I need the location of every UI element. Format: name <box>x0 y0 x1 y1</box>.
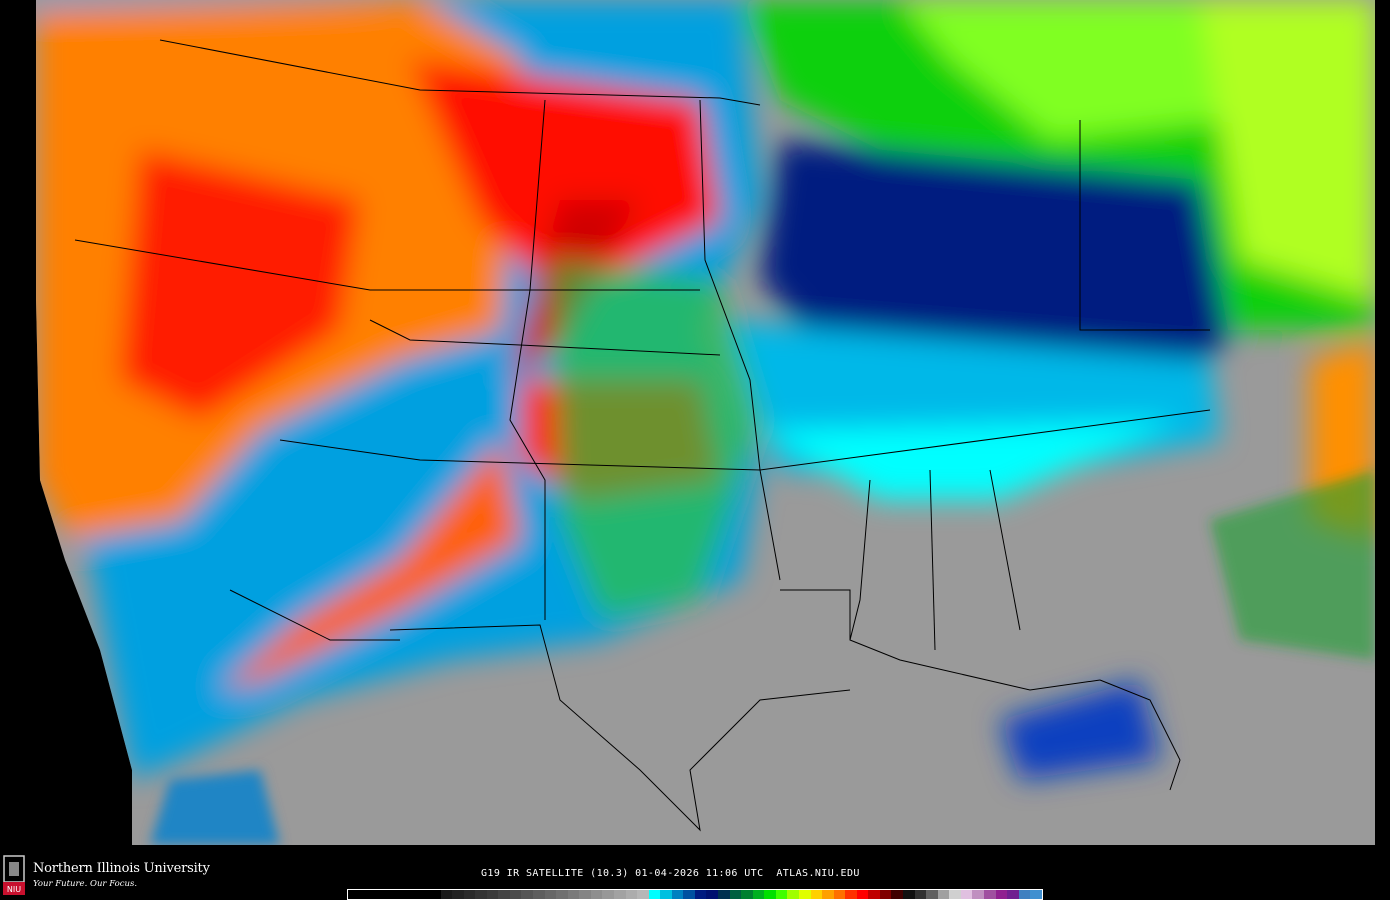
colorbar-swatch <box>741 890 753 899</box>
colorbar-swatch <box>452 890 464 899</box>
colorbar-swatch <box>671 890 684 899</box>
colorbar-swatch <box>718 890 730 899</box>
colorbar-swatch <box>544 890 557 899</box>
niu-logo-icon: NIU <box>3 855 25 895</box>
colorbar-swatch <box>394 890 406 899</box>
colorbar-swatch <box>648 890 661 899</box>
colorbar-swatch <box>602 890 614 899</box>
colorbar-swatch <box>1007 890 1019 899</box>
colorbar-swatch <box>521 890 533 899</box>
footer-bar: NIU Northern Illinois University Your Fu… <box>0 848 1390 900</box>
svg-text:NIU: NIU <box>7 885 21 894</box>
colorbar-swatch <box>810 890 823 899</box>
colorbar-swatch <box>775 890 788 899</box>
colorbar-swatch <box>533 890 545 899</box>
colorbar-swatch <box>879 890 892 899</box>
colorbar-swatch <box>752 890 765 899</box>
image-caption: G19 IR SATELLITE (10.3) 01-04-2026 11:06… <box>481 868 860 879</box>
colorbar-swatch <box>359 890 372 899</box>
colorbar-swatch <box>1018 890 1031 899</box>
colorbar-swatch <box>405 890 418 899</box>
colorbar-swatch <box>798 890 811 899</box>
colorbar-swatch <box>856 890 869 899</box>
colorbar-swatch <box>498 890 510 899</box>
colorbar-swatch <box>509 890 522 899</box>
colorbar-swatch <box>683 890 695 899</box>
colorbar-swatch <box>868 890 880 899</box>
colorbar-swatch <box>822 890 834 899</box>
colorbar-swatch <box>590 890 603 899</box>
colorbar-swatch <box>371 890 383 899</box>
colorbar-swatch <box>960 890 973 899</box>
university-name: Northern Illinois University <box>33 861 210 876</box>
colorbar-swatch <box>660 890 672 899</box>
colorbar-swatch <box>463 890 476 899</box>
colorbar-swatch <box>382 890 395 899</box>
colorbar-swatch <box>833 890 846 899</box>
colorbar-swatch <box>903 890 915 899</box>
colorbar-swatch <box>845 890 857 899</box>
colorbar-swatch <box>428 890 441 899</box>
colorbar-swatch <box>937 890 950 899</box>
colorbar-swatch <box>1030 890 1042 899</box>
colorbar-swatch <box>972 890 984 899</box>
colorbar-swatch <box>694 890 707 899</box>
colorbar-swatch <box>486 890 499 899</box>
colorbar-swatch <box>475 890 487 899</box>
colorbar-swatch <box>637 890 649 899</box>
university-tagline: Your Future. Our Focus. <box>33 879 138 889</box>
colorbar-swatch <box>787 890 799 899</box>
colorbar-swatch <box>579 890 591 899</box>
colorbar-swatch <box>440 890 453 899</box>
colorbar-swatch <box>729 890 742 899</box>
colorbar-swatch <box>556 890 568 899</box>
satellite-map <box>36 0 1375 845</box>
colorbar-swatch <box>625 890 638 899</box>
colorbar-swatch <box>706 890 718 899</box>
colorbar-swatch <box>891 890 903 899</box>
colorbar-swatch <box>914 890 927 899</box>
colorbar-swatch <box>613 890 626 899</box>
colorbar-swatch <box>417 890 429 899</box>
colorbar-swatch <box>926 890 938 899</box>
colorbar-swatch <box>995 890 1008 899</box>
cloud-tops <box>36 0 1375 780</box>
colorbar-swatch <box>983 890 996 899</box>
colorbar-swatch <box>348 890 360 899</box>
temperature-colorbar <box>347 889 1043 900</box>
colorbar-swatch <box>567 890 580 899</box>
colorbar-swatch <box>764 890 776 899</box>
state-borders <box>74 39 1211 832</box>
colorbar-swatch <box>949 890 961 899</box>
